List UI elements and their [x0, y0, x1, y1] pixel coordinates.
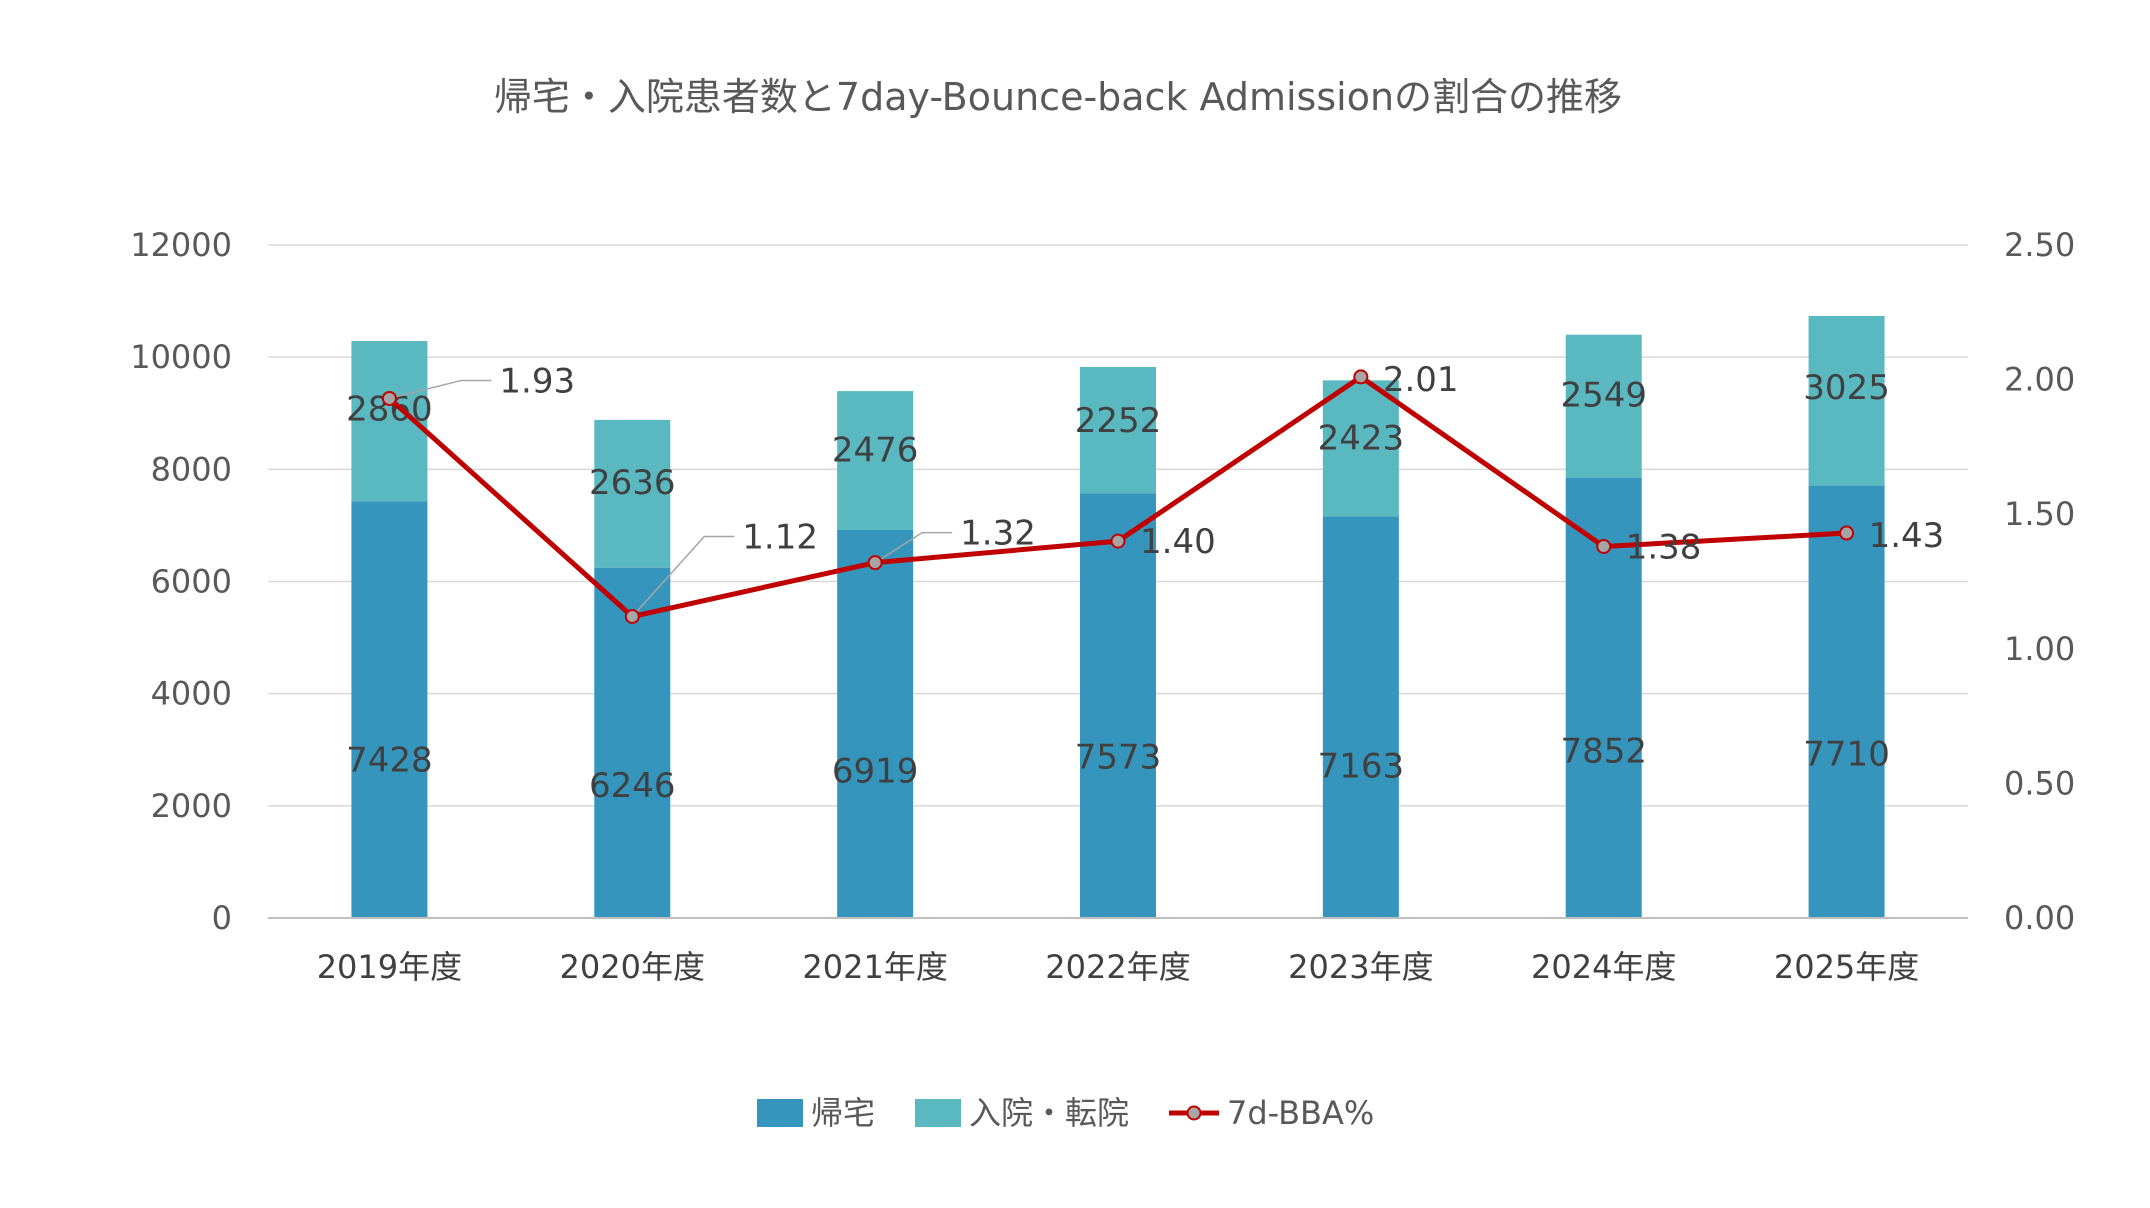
- bar-data-label: 2423: [1318, 418, 1405, 458]
- line-point: [624, 608, 640, 624]
- line-label-leader: [874, 531, 953, 564]
- y-right-tick-label: 1.50: [2004, 495, 2075, 533]
- line-point: [1110, 533, 1126, 549]
- bar-nyuin-2020年度: [594, 419, 671, 568]
- x-axis: 2019年度 2020年度 2021年度 2022年度 2023年度 2024年度 2025…: [268, 917, 1968, 986]
- x-tick-label: 2019年度: [317, 948, 462, 986]
- y-left-tick-label: 8000: [151, 450, 232, 488]
- line-data-label: 1.38: [1626, 528, 1702, 568]
- y-right-tick-label: 1.00: [2004, 630, 2075, 668]
- bar-kitaku-2022年度: [1080, 493, 1156, 918]
- bar-data-label: 7710: [1803, 735, 1890, 775]
- x-tick-label: 2020年度: [560, 948, 705, 986]
- bar-kitaku-2019年度: [351, 501, 428, 918]
- bar-data-label: 6246: [589, 766, 676, 806]
- line-data-label: 2.01: [1383, 360, 1459, 400]
- bar-data-label: 6919: [832, 752, 919, 792]
- line-label-leader: [389, 379, 492, 400]
- bar-data-label: 2252: [1075, 401, 1162, 441]
- bar-nyuin-2022年度: [1080, 366, 1156, 494]
- x-tick-label: 2024年度: [1531, 948, 1676, 986]
- y-right-tick-label: 2.50: [2004, 226, 2075, 264]
- line-data-label: 1.32: [960, 514, 1036, 554]
- bar-data-label: 3025: [1803, 368, 1890, 408]
- x-tick-label: 2022年度: [1045, 948, 1190, 986]
- bar-nyuin-2023年度: [1322, 380, 1399, 517]
- bar-kitaku-2020年度: [594, 567, 671, 918]
- y-left-tick-label: 10000: [130, 338, 232, 376]
- bar-nyuin-2021年度: [837, 391, 914, 530]
- y-left-tick-label: 4000: [151, 675, 232, 713]
- y-axis-right: 0.00 0.50 1.00 1.50 2.00 2.50: [2004, 226, 2075, 937]
- line-data-label: 1.43: [1869, 516, 1945, 556]
- legend-line-marker: [1186, 1105, 1202, 1121]
- bar-kitaku-2023年度: [1322, 516, 1399, 918]
- legend-label: 7d-BBA%: [1227, 1094, 1374, 1132]
- y-left-tick-label: 6000: [151, 563, 232, 601]
- bar-nyuin-2024年度: [1565, 334, 1642, 478]
- y-right-tick-label: 0.50: [2004, 764, 2075, 802]
- legend-swatch-1: [915, 1099, 961, 1127]
- line-point: [1596, 539, 1612, 555]
- legend-swatch-0: [757, 1099, 803, 1127]
- bar-nyuin-2025年度: [1808, 315, 1885, 486]
- line-label-leader: [631, 535, 735, 617]
- bar-kitaku-2025年度: [1808, 485, 1885, 918]
- x-tick-label: 2021年度: [802, 948, 947, 986]
- y-left-tick-label: 2000: [151, 787, 232, 825]
- y-axis-left: 0 2000 4000 6000 8000 10000 12000: [130, 226, 232, 937]
- legend: 帰宅 入院・転院 7d-BBA%: [757, 1094, 1374, 1132]
- x-tick-label: 2025年度: [1774, 948, 1919, 986]
- legend-label: 帰宅: [811, 1094, 875, 1132]
- bar-data-label: 7163: [1318, 746, 1405, 786]
- bar-data-label: 7428: [346, 741, 433, 781]
- bar-data-label: 2476: [832, 430, 919, 470]
- bar-data-label: 2636: [589, 463, 676, 503]
- line-data-label: 1.93: [499, 361, 575, 401]
- chart-title: 帰宅・入院患者数と7day-Bounce-back Admissionの割合の推…: [494, 75, 1622, 119]
- y-left-tick-label: 0: [212, 899, 232, 937]
- y-left-tick-label: 12000: [130, 226, 232, 264]
- line-series: 1.93 1.12 1.32 1.40 2.01 1.38 1.43: [381, 360, 1945, 624]
- line-point: [1353, 369, 1369, 385]
- line-point: [1839, 525, 1855, 541]
- line-data-label: 1.40: [1140, 522, 1216, 562]
- x-tick-label: 2023年度: [1288, 948, 1433, 986]
- bars: 7428286062462636691924767573225271632423…: [346, 315, 1890, 918]
- legend-label: 入院・転院: [969, 1094, 1129, 1132]
- bar-data-label: 7573: [1075, 738, 1162, 778]
- bar-data-label: 2549: [1560, 376, 1647, 416]
- line-point: [381, 390, 397, 406]
- bar-data-label: 7852: [1560, 732, 1647, 772]
- bar-kitaku-2021年度: [837, 529, 914, 918]
- line-point: [867, 555, 883, 571]
- y-right-tick-label: 2.00: [2004, 361, 2075, 399]
- line-data-label: 1.12: [742, 517, 818, 557]
- y-right-tick-label: 0.00: [2004, 899, 2075, 937]
